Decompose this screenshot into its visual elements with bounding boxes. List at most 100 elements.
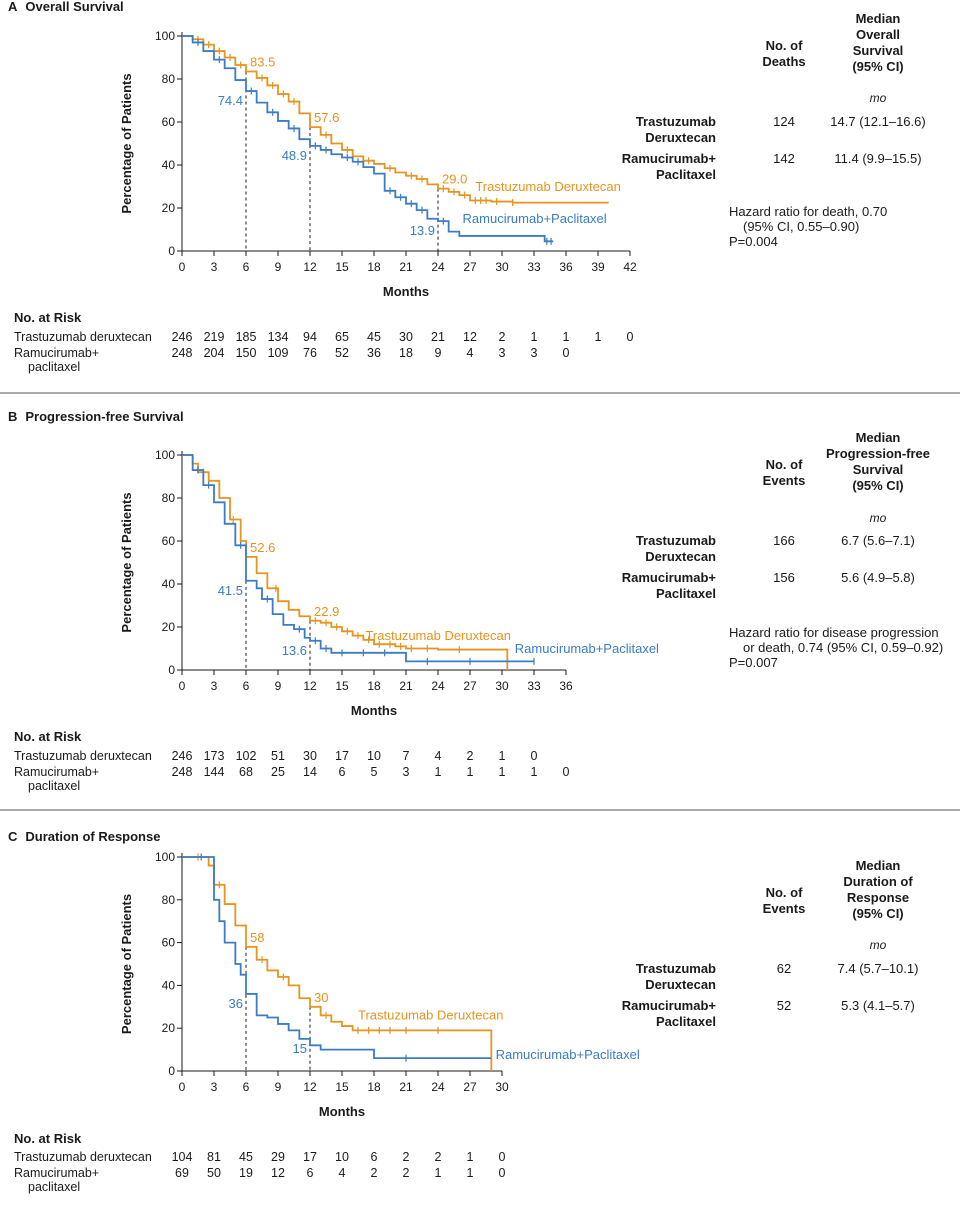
- at-risk-value: 65: [335, 330, 349, 344]
- x-axis-title: Months: [383, 284, 429, 299]
- at-risk-value: 12: [271, 1166, 285, 1180]
- x-tick-label: 30: [495, 260, 509, 274]
- at-risk-value: 1: [467, 1150, 474, 1164]
- value-label: 74.4: [218, 93, 243, 108]
- x-tick-label: 6: [243, 1080, 250, 1094]
- median-header: Median: [856, 430, 901, 445]
- at-risk-title: No. at Risk: [14, 1131, 82, 1146]
- value-label: 30: [314, 990, 328, 1005]
- x-tick-label: 27: [463, 1080, 477, 1094]
- value-label: 15: [293, 1041, 307, 1056]
- at-risk-value: 144: [204, 765, 225, 779]
- at-risk-value: 51: [271, 749, 285, 763]
- at-risk-value: 0: [531, 749, 538, 763]
- x-tick-label: 3: [211, 260, 218, 274]
- median-header: Median: [856, 858, 901, 873]
- at-risk-row-label: Ramucirumab+: [14, 346, 99, 360]
- unit-label: mo: [870, 938, 887, 952]
- y-tick-label: 100: [155, 850, 175, 864]
- value-label: 41.5: [218, 583, 243, 598]
- at-risk-row-label: paclitaxel: [28, 360, 80, 374]
- at-risk-value: 10: [367, 749, 381, 763]
- at-risk-value: 19: [239, 1166, 253, 1180]
- y-tick-label: 40: [162, 158, 176, 172]
- at-risk-row-label: Trastuzumab deruxtecan: [14, 330, 152, 344]
- value-label: 58: [250, 930, 264, 945]
- value-label: 13.6: [282, 643, 307, 658]
- x-tick-label: 36: [559, 679, 573, 693]
- hazard-ratio-text: Hazard ratio for death, 0.70: [729, 204, 887, 219]
- y-tick-label: 20: [162, 201, 176, 215]
- summary-median: 6.7 (5.6–7.1): [841, 533, 915, 548]
- y-tick-label: 0: [168, 244, 175, 258]
- hazard-ratio-text: or death, 0.74 (95% CI, 0.59–0.92): [743, 640, 943, 655]
- x-axis-title: Months: [319, 1104, 365, 1119]
- at-risk-title: No. at Risk: [14, 729, 82, 744]
- x-tick-label: 0: [179, 260, 186, 274]
- at-risk-value: 0: [563, 346, 570, 360]
- at-risk-value: 3: [403, 765, 410, 779]
- median-header: (95% CI): [852, 478, 903, 493]
- median-header: Duration of: [843, 874, 913, 889]
- at-risk-value: 18: [399, 346, 413, 360]
- x-tick-label: 9: [275, 260, 282, 274]
- x-tick-label: 33: [527, 260, 541, 274]
- at-risk-value: 94: [303, 330, 317, 344]
- unit-label: mo: [870, 511, 887, 525]
- count-header: Events: [763, 901, 806, 916]
- at-risk-value: 248: [172, 346, 193, 360]
- y-tick-label: 60: [162, 115, 176, 129]
- at-risk-row-label: Trastuzumab deruxtecan: [14, 749, 152, 763]
- at-risk-value: 5: [371, 765, 378, 779]
- y-tick-label: 0: [168, 663, 175, 677]
- summary-median: 7.4 (5.7–10.1): [838, 961, 919, 976]
- x-tick-label: 3: [211, 1080, 218, 1094]
- at-risk-value: 2: [467, 749, 474, 763]
- value-label: 36: [229, 996, 243, 1011]
- summary-count: 52: [777, 998, 791, 1013]
- median-header: Median: [856, 11, 901, 26]
- x-tick-label: 21: [399, 260, 413, 274]
- at-risk-value: 25: [271, 765, 285, 779]
- summary-count: 156: [773, 570, 795, 585]
- series-label: Ramucirumab+Paclitaxel: [463, 211, 607, 226]
- x-tick-label: 9: [275, 679, 282, 693]
- panel-title: C Duration of Response: [8, 829, 160, 844]
- at-risk-value: 68: [239, 765, 253, 779]
- series-label: Trastuzumab Deruxtecan: [365, 628, 510, 643]
- summary-row-label: Paclitaxel: [656, 1014, 716, 1029]
- summary-median: 5.6 (4.9–5.8): [841, 570, 915, 585]
- at-risk-value: 30: [303, 749, 317, 763]
- median-header: Overall: [856, 27, 900, 42]
- median-header: Response: [847, 890, 909, 905]
- y-tick-label: 100: [155, 29, 175, 43]
- at-risk-value: 17: [335, 749, 349, 763]
- summary-row-label: Deruxtecan: [645, 130, 716, 145]
- km-curve-ramucirumab: [182, 35, 554, 243]
- at-risk-value: 4: [435, 749, 442, 763]
- summary-row-label: Deruxtecan: [645, 549, 716, 564]
- at-risk-value: 2: [435, 1150, 442, 1164]
- count-header: Events: [763, 473, 806, 488]
- x-tick-label: 18: [367, 679, 381, 693]
- x-tick-label: 30: [495, 1080, 509, 1094]
- x-tick-label: 15: [335, 1080, 349, 1094]
- x-tick-label: 21: [399, 679, 413, 693]
- at-risk-value: 6: [371, 1150, 378, 1164]
- at-risk-value: 246: [172, 749, 193, 763]
- summary-row-label: Ramucirumab+: [622, 570, 717, 585]
- at-risk-value: 2: [371, 1166, 378, 1180]
- summary-count: 124: [773, 114, 795, 129]
- at-risk-value: 0: [563, 765, 570, 779]
- at-risk-value: 1: [595, 330, 602, 344]
- at-risk-value: 109: [268, 346, 289, 360]
- at-risk-value: 1: [531, 765, 538, 779]
- y-tick-label: 20: [162, 1021, 176, 1035]
- summary-row-label: Ramucirumab+: [622, 151, 717, 166]
- y-tick-label: 80: [162, 893, 176, 907]
- value-label: 83.5: [250, 54, 275, 69]
- summary-row-label: Paclitaxel: [656, 167, 716, 182]
